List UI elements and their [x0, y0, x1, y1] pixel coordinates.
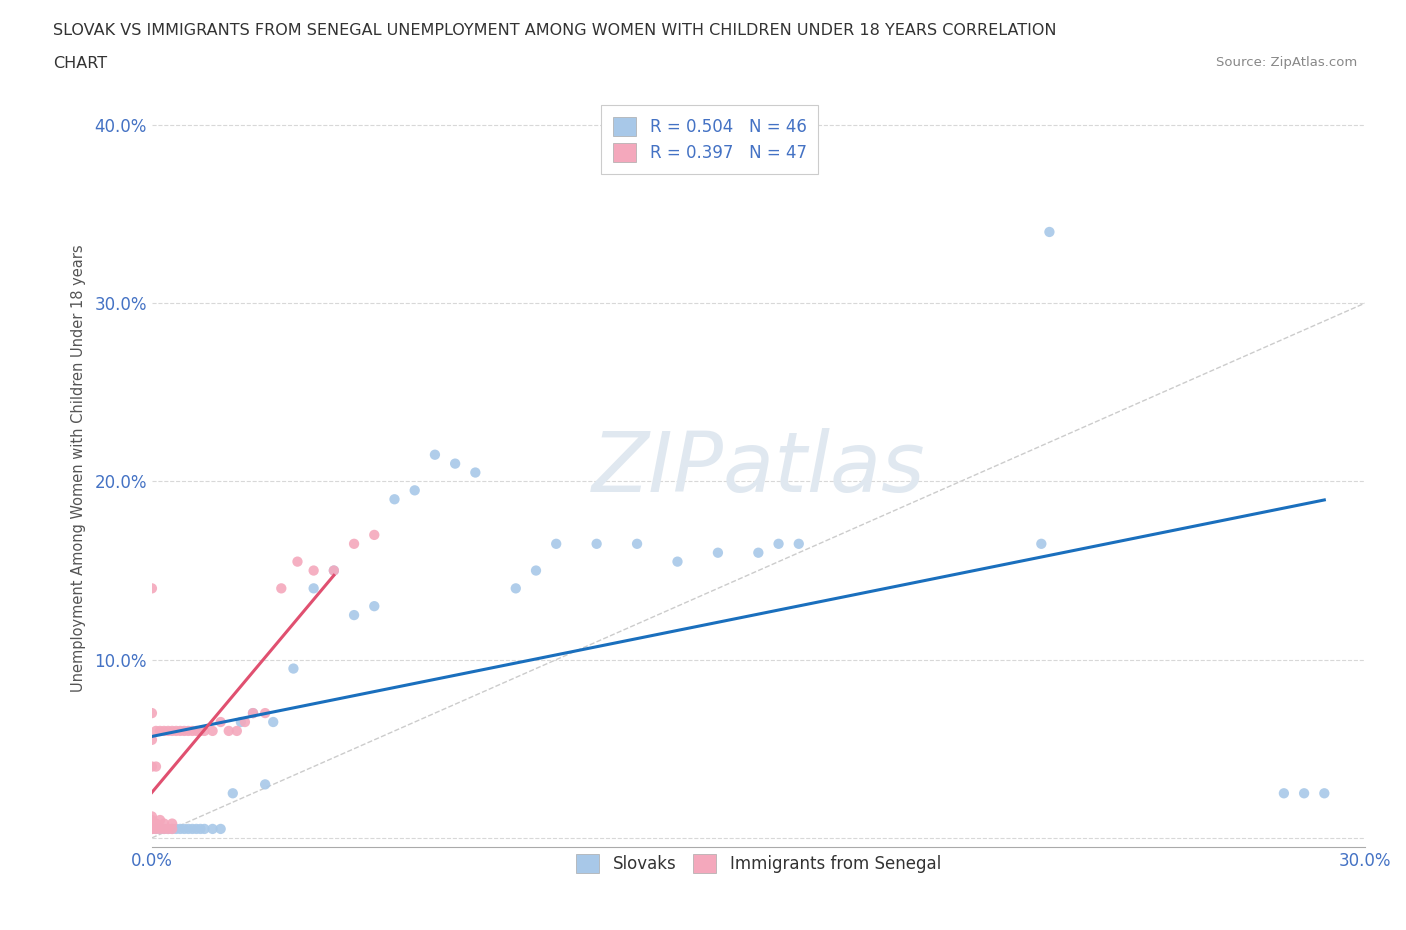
Point — [218, 724, 240, 738]
Point — [384, 492, 406, 507]
Point — [546, 537, 568, 551]
Point — [363, 527, 385, 542]
Point — [193, 724, 215, 738]
Point — [169, 821, 191, 836]
Point — [149, 821, 172, 836]
Text: CHART: CHART — [53, 56, 107, 71]
Point — [141, 813, 163, 828]
Point — [160, 821, 183, 836]
Point — [1038, 224, 1060, 239]
Point — [160, 821, 183, 836]
Point — [169, 724, 191, 738]
Point — [177, 724, 200, 738]
Point — [141, 706, 163, 721]
Text: ZIPatlas: ZIPatlas — [592, 428, 925, 509]
Point — [254, 706, 277, 721]
Point — [768, 537, 790, 551]
Point — [186, 724, 208, 738]
Point — [343, 607, 366, 622]
Point — [177, 821, 200, 836]
Point — [173, 724, 195, 738]
Point — [505, 581, 527, 596]
Point — [160, 817, 183, 831]
Point — [190, 724, 212, 738]
Text: SLOVAK VS IMMIGRANTS FROM SENEGAL UNEMPLOYMENT AMONG WOMEN WITH CHILDREN UNDER 1: SLOVAK VS IMMIGRANTS FROM SENEGAL UNEMPL… — [53, 23, 1057, 38]
Point — [524, 563, 547, 578]
Point — [193, 821, 215, 836]
Y-axis label: Unemployment Among Women with Children Under 18 years: Unemployment Among Women with Children U… — [72, 245, 86, 692]
Point — [201, 821, 224, 836]
Point — [141, 733, 163, 748]
Point — [1294, 786, 1316, 801]
Point — [165, 724, 187, 738]
Point — [153, 821, 176, 836]
Point — [145, 821, 167, 836]
Point — [787, 537, 810, 551]
Point — [229, 714, 252, 729]
Point — [404, 483, 426, 498]
Point — [141, 809, 163, 824]
Point — [254, 777, 277, 791]
Point — [322, 563, 344, 578]
Point — [157, 724, 180, 738]
Point — [585, 537, 607, 551]
Point — [262, 714, 284, 729]
Point — [149, 813, 172, 828]
Point — [141, 581, 163, 596]
Point — [190, 821, 212, 836]
Point — [747, 545, 769, 560]
Point — [153, 817, 176, 831]
Text: Source: ZipAtlas.com: Source: ZipAtlas.com — [1216, 56, 1357, 69]
Point — [141, 817, 163, 831]
Point — [186, 821, 208, 836]
Point — [153, 821, 176, 836]
Point — [444, 457, 467, 472]
Point — [145, 724, 167, 738]
Point — [173, 821, 195, 836]
Point — [165, 821, 187, 836]
Point — [270, 581, 292, 596]
Point — [464, 465, 486, 480]
Point — [707, 545, 730, 560]
Point — [283, 661, 305, 676]
Point — [209, 714, 232, 729]
Point — [225, 724, 247, 738]
Point — [141, 759, 163, 774]
Point — [287, 554, 309, 569]
Point — [157, 821, 180, 836]
Point — [233, 714, 256, 729]
Point — [141, 819, 163, 834]
Point — [141, 821, 163, 836]
Point — [423, 447, 446, 462]
Point — [322, 563, 344, 578]
Point — [201, 724, 224, 738]
Point — [302, 581, 325, 596]
Point — [141, 821, 163, 836]
Point — [141, 817, 163, 832]
Point — [181, 821, 204, 836]
Point — [1313, 786, 1336, 801]
Point — [666, 554, 689, 569]
Point — [363, 599, 385, 614]
Point — [141, 821, 163, 836]
Point — [145, 759, 167, 774]
Point — [153, 724, 176, 738]
Point — [209, 821, 232, 836]
Point — [1272, 786, 1295, 801]
Point — [145, 817, 167, 831]
Point — [157, 821, 180, 836]
Point — [149, 821, 172, 836]
Point — [343, 537, 366, 551]
Point — [626, 537, 648, 551]
Legend: Slovaks, Immigrants from Senegal: Slovaks, Immigrants from Senegal — [569, 847, 948, 880]
Point — [242, 706, 264, 721]
Point — [1031, 537, 1053, 551]
Point — [181, 724, 204, 738]
Point — [149, 724, 172, 738]
Point — [160, 724, 183, 738]
Point — [302, 563, 325, 578]
Point — [222, 786, 245, 801]
Point — [242, 706, 264, 721]
Point — [145, 821, 167, 836]
